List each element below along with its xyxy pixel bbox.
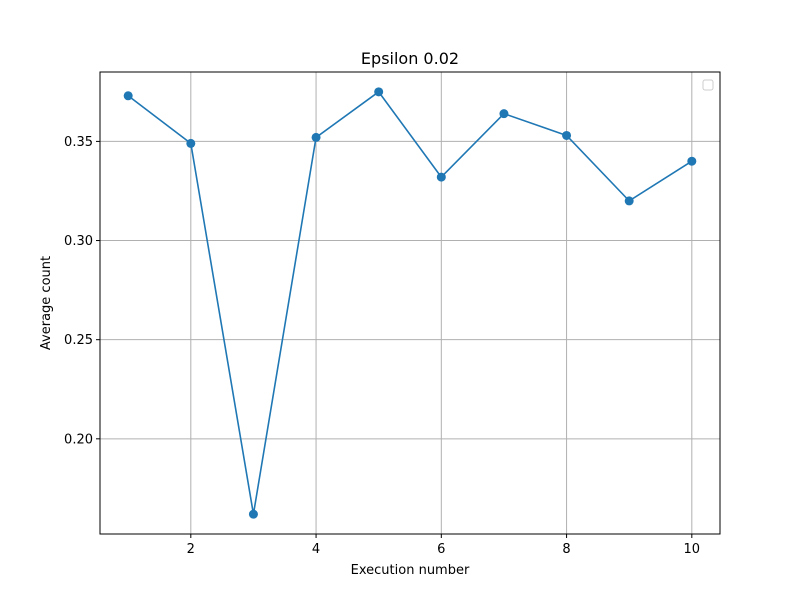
data-point [436,172,446,182]
grid-layer [100,72,720,534]
axes-frame [99,71,721,535]
data-point [562,130,572,140]
series-layer [123,87,697,519]
data-point [311,132,321,142]
x-tick-label: 2 [187,542,195,557]
x-tick-label: 6 [437,542,445,557]
y-tick-label: 0.35 [64,135,93,150]
data-point [687,156,697,166]
x-tick-label: 4 [312,542,320,557]
y-tick-label: 0.25 [64,333,93,348]
tick-layer: 2 4 6 8 10 0.20 0.25 0.30 0.35 [64,135,700,557]
data-point [374,87,384,97]
chart-title: Epsilon 0.02 [361,49,459,68]
data-point [123,91,133,101]
data-point [186,138,196,148]
series-line [127,91,693,515]
y-tick-label: 0.20 [64,432,93,447]
x-tick-label: 10 [684,542,701,557]
y-axis-label: Average count [39,256,54,350]
legend-box [702,79,714,91]
x-tick-label: 8 [562,542,570,557]
y-tick-label: 0.30 [64,234,93,249]
data-point [624,196,634,206]
data-point [499,109,509,119]
x-axis-label: Execution number [351,563,470,578]
data-point [248,509,258,519]
